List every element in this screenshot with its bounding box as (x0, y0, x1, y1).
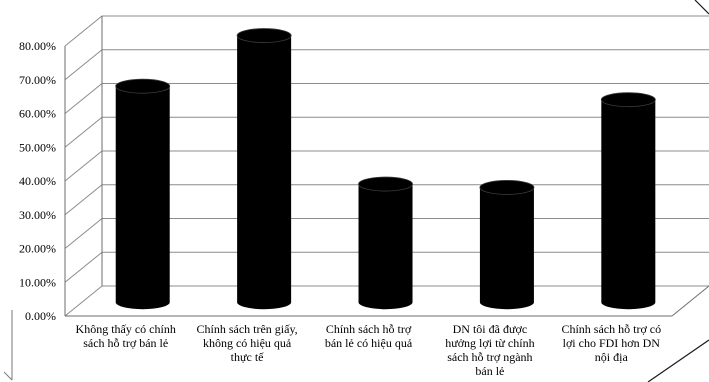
y-tick-label: 50.00% (19, 140, 56, 154)
category-label-line: bán lẻ có hiệu quả (325, 336, 413, 350)
bar (236, 28, 292, 310)
bars-layer (115, 28, 656, 310)
bar-top (479, 180, 535, 195)
category-label-line: DN tôi đã được (453, 322, 528, 336)
bar-body (115, 86, 170, 310)
category-label-line: không có hiệu quả (203, 336, 292, 350)
category-label-line: thực tế (231, 350, 264, 364)
bar-top (358, 176, 413, 192)
y-tick-label: 10.00% (19, 275, 56, 289)
y-tick-label: 40.00% (19, 174, 56, 188)
bar (479, 180, 535, 310)
y-tick-label: 20.00% (19, 242, 56, 256)
axis-layer (3, 0, 709, 382)
category-label-line: bán lẻ (475, 364, 504, 378)
x-category-label: Chính sách hỗ trợ có lợi cho FDI hơn DN nộ… (561, 322, 661, 364)
y-tick-label: 0.00% (25, 309, 56, 323)
frame-left-tick (3, 371, 13, 381)
category-label-line: Chính sách hỗ trợ (326, 322, 412, 336)
y-tick-label: 80.00% (19, 39, 56, 53)
bar-body (479, 187, 534, 310)
bar-top (115, 78, 171, 94)
bar (115, 78, 171, 310)
x-category-label: DN tôi đã được hưởng lợi từ chính sách hỗ … (445, 322, 534, 378)
gridline (64, 49, 709, 81)
x-category-label: Chính sách hỗ trợ bán lẻ có hiệu quả (325, 322, 413, 350)
bar-body (601, 99, 656, 310)
bar-top (600, 92, 656, 108)
category-label-line: sách hỗ trợ ngành (447, 350, 532, 364)
bar-body (358, 184, 413, 310)
frame-right-stroke (647, 339, 709, 382)
x-category-label: Chính sách trên giấy, không có hiệu quả th… (196, 322, 297, 364)
bar-top (236, 28, 292, 43)
y-tick-label: 60.00% (19, 107, 56, 121)
category-label-line: Chính sách trên giấy, (196, 322, 297, 336)
bar-body (237, 35, 292, 310)
category-label-line: hưởng lợi từ chính (445, 336, 534, 350)
category-label-line: Chính sách hỗ trợ có (561, 322, 661, 336)
labels-layer: 0.00% 10.00% 20.00% 30.00% 40.00% 50.00% 60.00… (19, 39, 661, 378)
frame-top-right-stroke (694, 0, 709, 15)
category-label-line: lợi cho FDI hơn DN (563, 336, 661, 350)
category-label-line: Không thấy có chính (76, 322, 176, 336)
floor-right-edge (671, 285, 709, 317)
category-label-line: nội địa (595, 350, 629, 364)
bar (358, 176, 413, 310)
gridline (64, 15, 709, 47)
y-tick-label: 70.00% (19, 73, 56, 87)
bar (600, 92, 656, 310)
x-category-label: Không thấy có chính sách hỗ trợ bán lẻ (76, 322, 176, 350)
category-label-line: sách hỗ trợ bán lẻ (83, 336, 168, 350)
y-tick-label: 30.00% (19, 208, 56, 222)
